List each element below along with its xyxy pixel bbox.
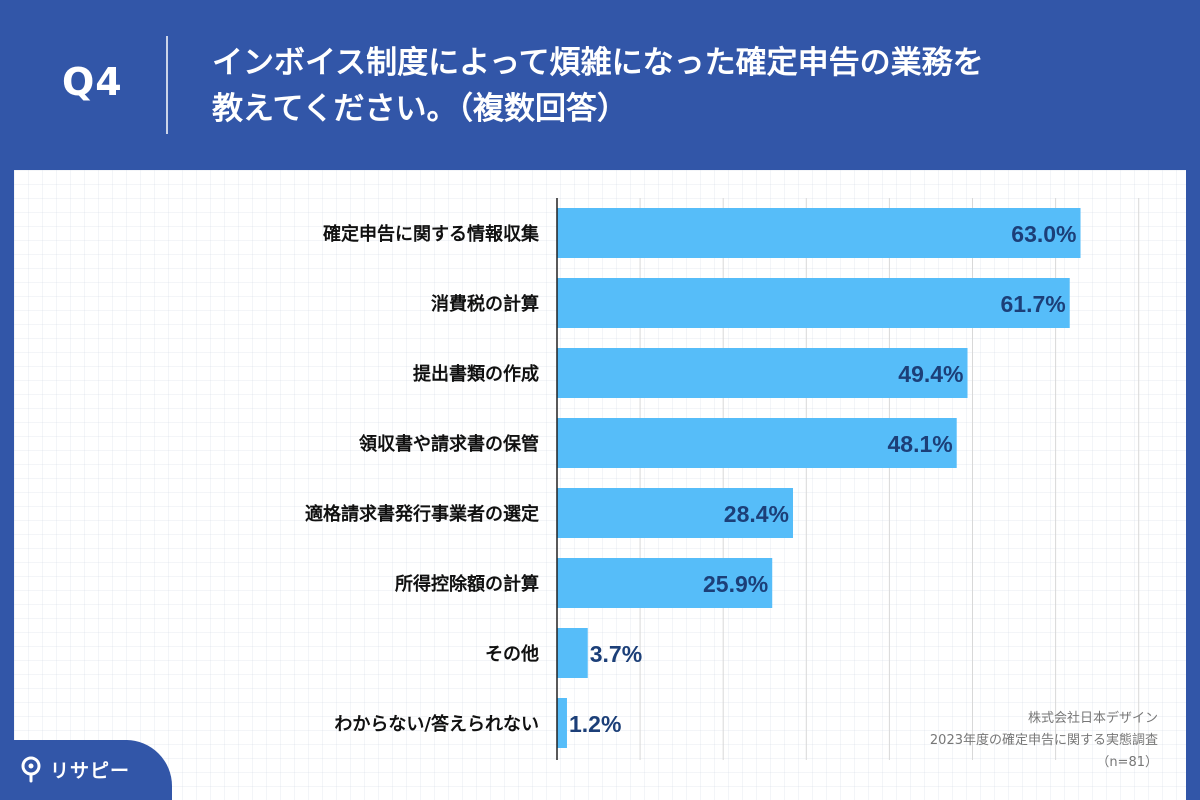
value-label: 49.4%: [898, 361, 963, 387]
question-line-2: 教えてください。（複数回答）: [212, 91, 629, 127]
chart-panel: 確定申告に関する情報収集 63.0% 消費税の計算 61.7% 提出書類の作成 49.4%…: [14, 170, 1186, 800]
brand-tab: [0, 740, 172, 800]
category-label: 確定申告に関する情報収集: [323, 223, 540, 245]
bar: [557, 698, 567, 748]
bar: [557, 348, 968, 398]
value-label: 28.4%: [724, 501, 789, 527]
question-line-1: インボイス制度によって煩雑になった確定申告の業務を: [212, 45, 984, 81]
category-label: 領収書や請求書の保管: [359, 433, 539, 455]
value-label: 63.0%: [1011, 221, 1076, 247]
bar-chart: 確定申告に関する情報収集 63.0% 消費税の計算 61.7% 提出書類の作成 49.4%…: [305, 198, 1140, 760]
credit-company: 株式会社日本デザイン: [1027, 711, 1158, 726]
map-pin-icon: [21, 756, 41, 783]
category-label: その他: [485, 643, 539, 665]
value-label: 48.1%: [887, 431, 952, 457]
question-number: Q4: [62, 60, 123, 104]
category-label: 適格請求書発行事業者の選定: [305, 503, 539, 525]
value-label: 25.9%: [703, 571, 768, 597]
survey-credit: 株式会社日本デザイン 2023年度の確定申告に関する実態調査 （n=81）: [930, 708, 1158, 774]
value-label: 61.7%: [1001, 291, 1066, 317]
bar: [557, 278, 1070, 328]
value-label: 3.7%: [590, 641, 642, 667]
category-label: 所得控除額の計算: [395, 573, 539, 595]
bar: [557, 418, 957, 468]
category-label: 消費税の計算: [431, 293, 539, 315]
bar: [557, 558, 773, 608]
header: Q4 インボイス制度によって煩雑になった確定申告の業務を 教えてください。（複数…: [0, 0, 1200, 170]
value-label: 1.2%: [569, 711, 621, 737]
bar: [557, 628, 588, 678]
bar: [557, 208, 1081, 258]
header-divider: [166, 36, 168, 134]
brand-logo: リサピー: [20, 752, 130, 786]
credit-sample-size: （n=81）: [1096, 755, 1158, 770]
brand-name: リサピー: [50, 759, 131, 782]
question-text: インボイス制度によって煩雑になった確定申告の業務を 教えてください。（複数回答）: [212, 40, 1172, 132]
bar: [557, 488, 794, 538]
category-label: わからない/答えられない: [334, 713, 539, 735]
category-label: 提出書類の作成: [413, 363, 539, 385]
credit-survey: 2023年度の確定申告に関する実態調査: [929, 733, 1158, 748]
